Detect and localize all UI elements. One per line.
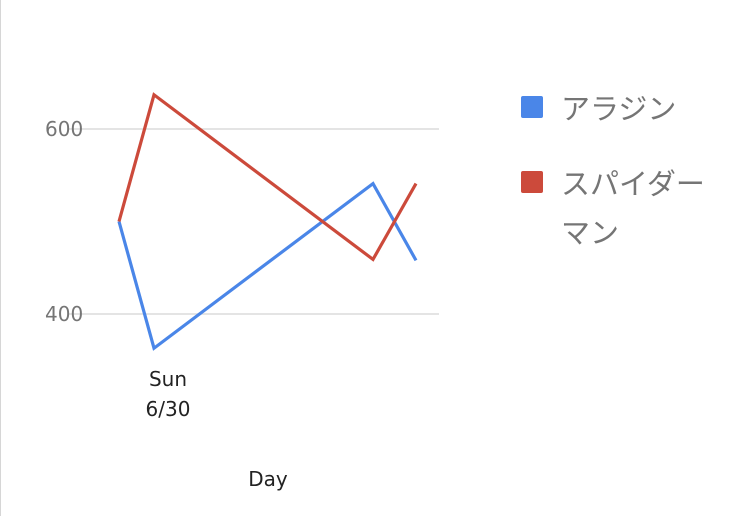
legend-label-1: マン bbox=[561, 216, 619, 250]
series-line-1 bbox=[117, 92, 418, 262]
y-tick-label: 600 bbox=[45, 117, 83, 141]
legend-swatch-1 bbox=[521, 171, 543, 193]
y-tick-label: 400 bbox=[45, 302, 83, 326]
x-tick-label: 6/30 bbox=[146, 397, 191, 421]
legend-label-1: スパイダー bbox=[561, 167, 705, 201]
series-line-0 bbox=[117, 181, 418, 351]
legend-label-0: アラジン bbox=[561, 92, 676, 126]
x-axis-title: Day bbox=[248, 467, 288, 491]
x-tick-label: Sun bbox=[149, 367, 187, 391]
legend-swatch-0 bbox=[521, 96, 543, 118]
